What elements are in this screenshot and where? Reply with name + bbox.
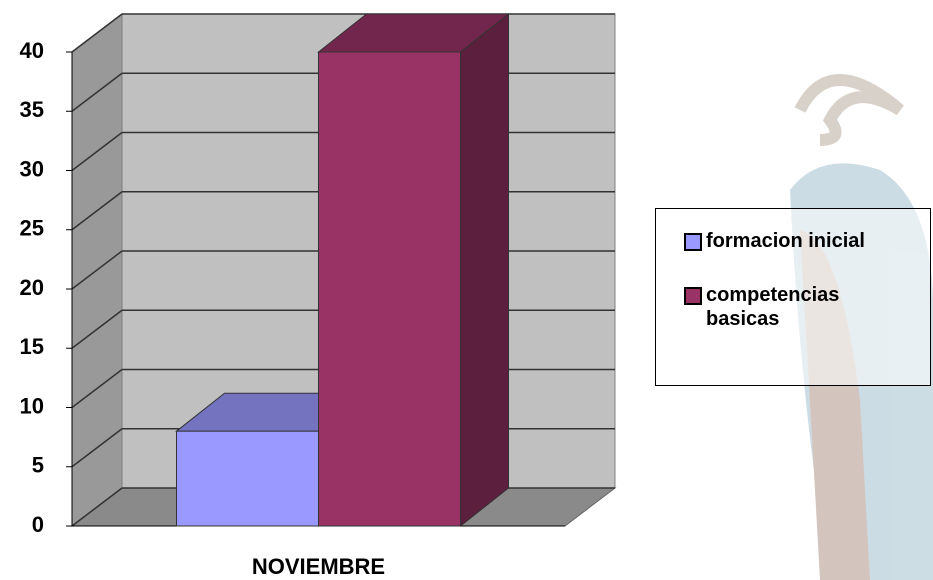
y-tick-label: 15 [20, 334, 44, 359]
y-tick-label: 20 [20, 275, 44, 300]
legend-label: formacion inicial [706, 229, 865, 253]
plot: 0 5 10 15 20 25 30 35 40 NOVIEMBRE [20, 14, 615, 579]
bar [177, 431, 319, 526]
x-tick-label: NOVIEMBRE [252, 554, 385, 579]
y-tick-label: 30 [20, 156, 44, 181]
y-tick-label: 0 [32, 512, 44, 537]
page: 0 5 10 15 20 25 30 35 40 NOVIEMBRE formacion inic… [0, 0, 933, 580]
legend-entry: formacion inicial [684, 229, 894, 253]
y-tick-label: 10 [20, 393, 44, 418]
bar [319, 52, 461, 526]
legend-swatch [684, 287, 702, 305]
legend: formacion inicial competencias basicas [655, 208, 931, 386]
legend-entry: competencias basicas [684, 283, 894, 331]
legend-swatch [684, 233, 702, 251]
legend-label: competencias basicas [706, 283, 894, 331]
bar-side [461, 14, 509, 526]
y-tick-label: 35 [20, 97, 44, 122]
y-tick-label: 40 [20, 38, 44, 63]
y-tick-label: 5 [32, 453, 44, 478]
y-tick-label: 25 [20, 216, 44, 241]
